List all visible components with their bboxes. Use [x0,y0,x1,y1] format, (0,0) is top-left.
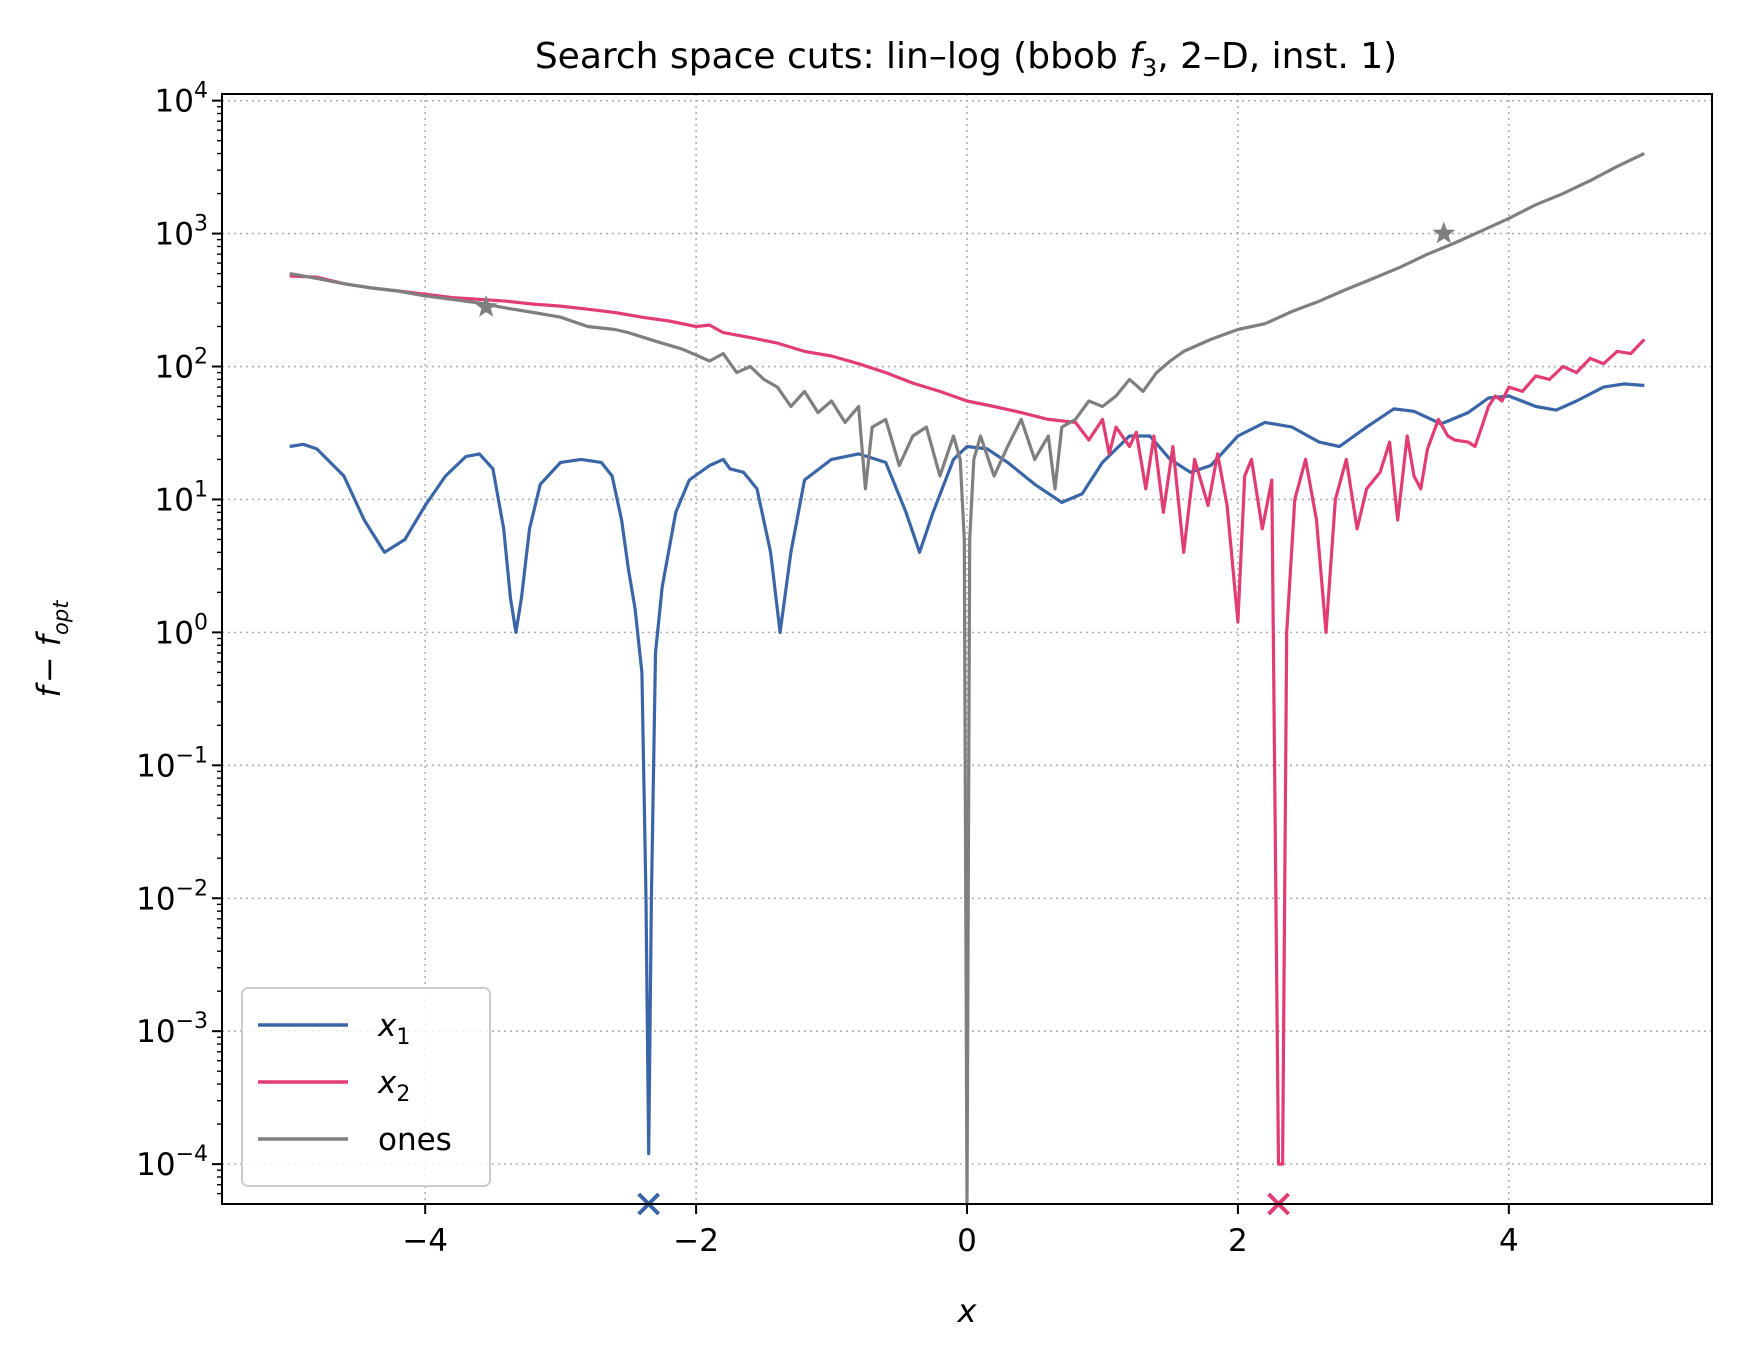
y-tick-label: 10−1 [136,743,208,784]
x-tick-label: 4 [1499,1223,1519,1259]
legend: x1 x2 ones [241,987,491,1187]
y-tick-label: 10−3 [136,1009,208,1050]
legend-box [241,987,491,1187]
legend-label-x1: x1 [377,1008,410,1050]
marker-star-ones [1432,221,1456,244]
series-lines [289,152,1646,1206]
chart-title: Search space cuts: lin–log (bbob f3, 2–D… [535,36,1397,82]
y-tick-label: 101 [155,477,208,518]
y-tick-label: 103 [155,212,208,253]
legend-label-x2: x2 [377,1065,410,1107]
x-tick-label: −2 [673,1223,719,1259]
y-axis-label: f− fopt [30,600,73,698]
series-line-x1 [289,382,1645,1156]
x-tick-label: 2 [1228,1223,1248,1259]
y-axis-ticks: 104 103 102 101 100 10−1 10−2 10−3 10−4 [136,79,222,1195]
x-axis-label: x [957,1292,978,1330]
y-tick-label: 104 [155,79,208,120]
y-tick-label: 10−4 [136,1142,208,1183]
legend-label-ones: ones [378,1122,452,1158]
x-axis-ticks: −4 −2 0 2 4 [402,1204,1519,1259]
marker-star-ones [474,295,498,317]
x-tick-label: 0 [957,1223,977,1259]
y-tick-label: 100 [155,610,208,651]
series-line-ones [289,152,1645,1206]
y-tick-label: 102 [155,345,208,386]
y-tick-label: 10−2 [136,876,208,917]
series-line-x2 [289,274,1646,1166]
x-tick-label: −4 [402,1223,448,1259]
